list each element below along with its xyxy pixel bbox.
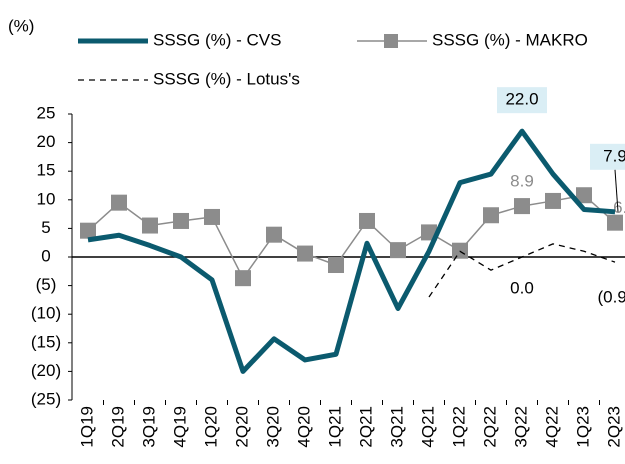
x-tick-label: 3Q21: [387, 406, 406, 448]
marker: [297, 245, 313, 262]
x-tick-label: 2Q19: [108, 406, 127, 448]
marker: [204, 208, 220, 225]
y-axis-label: (%): [8, 16, 34, 35]
marker: [173, 212, 189, 229]
y-tick-label: (25): [31, 389, 61, 408]
leader: [614, 169, 619, 212]
x-tick-label: 2Q20: [232, 406, 251, 448]
y-tick-label: (15): [31, 332, 61, 351]
series-line: [428, 243, 616, 298]
y-tick-label: 10: [37, 189, 56, 208]
x-tick-label: 1Q19: [77, 406, 96, 448]
x-tick-label: 1Q23: [573, 406, 592, 448]
series-line: [87, 128, 616, 374]
marker: [111, 194, 127, 211]
data-label: 8.9: [510, 172, 534, 191]
legend-marker: [384, 34, 398, 48]
data-label: 0.0: [510, 278, 534, 297]
x-tick-label: 4Q20: [294, 406, 313, 448]
marker: [514, 198, 530, 215]
series-line: [87, 194, 616, 279]
marker: [235, 270, 251, 287]
x-tick-label: 3Q20: [263, 406, 282, 448]
marker: [142, 217, 158, 234]
legend-label: SSSG (%) - CVS: [153, 30, 281, 49]
data-label: 22.0: [505, 90, 538, 109]
label-box: [590, 143, 625, 170]
x-tick-label: 1Q21: [325, 406, 344, 448]
x-tick-label: 2Q21: [356, 406, 375, 448]
marker: [266, 226, 282, 243]
marker: [607, 214, 623, 231]
y-tick-label: 5: [41, 218, 50, 237]
x-tick-label: 1Q22: [449, 406, 468, 448]
y-tick-label: (20): [31, 361, 61, 380]
label-box: [497, 87, 547, 114]
marker: [328, 257, 344, 274]
x-tick-label: 1Q20: [201, 406, 220, 448]
marker: [390, 242, 406, 259]
x-tick-label: 4Q19: [170, 406, 189, 448]
data-label: (0.9): [598, 288, 625, 307]
x-tick-label: 4Q22: [542, 406, 561, 448]
y-tick-label: (5): [36, 275, 57, 294]
legend-label: SSSG (%) - MAKRO: [432, 30, 588, 49]
data-label: 6.0: [613, 198, 625, 217]
marker: [576, 187, 592, 204]
data-label: 7.9: [603, 146, 625, 165]
marker: [483, 207, 499, 224]
y-tick-label: 0: [41, 246, 50, 265]
x-tick-label: 3Q22: [511, 406, 530, 448]
marker: [80, 222, 96, 239]
x-tick-label: 2Q23: [604, 406, 623, 448]
y-tick-label: 20: [37, 132, 56, 151]
x-tick-label: 2Q22: [480, 406, 499, 448]
y-tick-label: (10): [31, 304, 61, 323]
y-tick-label: 25: [37, 103, 56, 122]
x-tick-label: 4Q21: [418, 406, 437, 448]
y-tick-label: 15: [37, 161, 56, 180]
marker: [545, 192, 561, 209]
x-tick-label: 3Q19: [139, 406, 158, 448]
legend-label: SSSG (%) - Lotus's: [153, 69, 300, 88]
marker: [359, 212, 375, 229]
